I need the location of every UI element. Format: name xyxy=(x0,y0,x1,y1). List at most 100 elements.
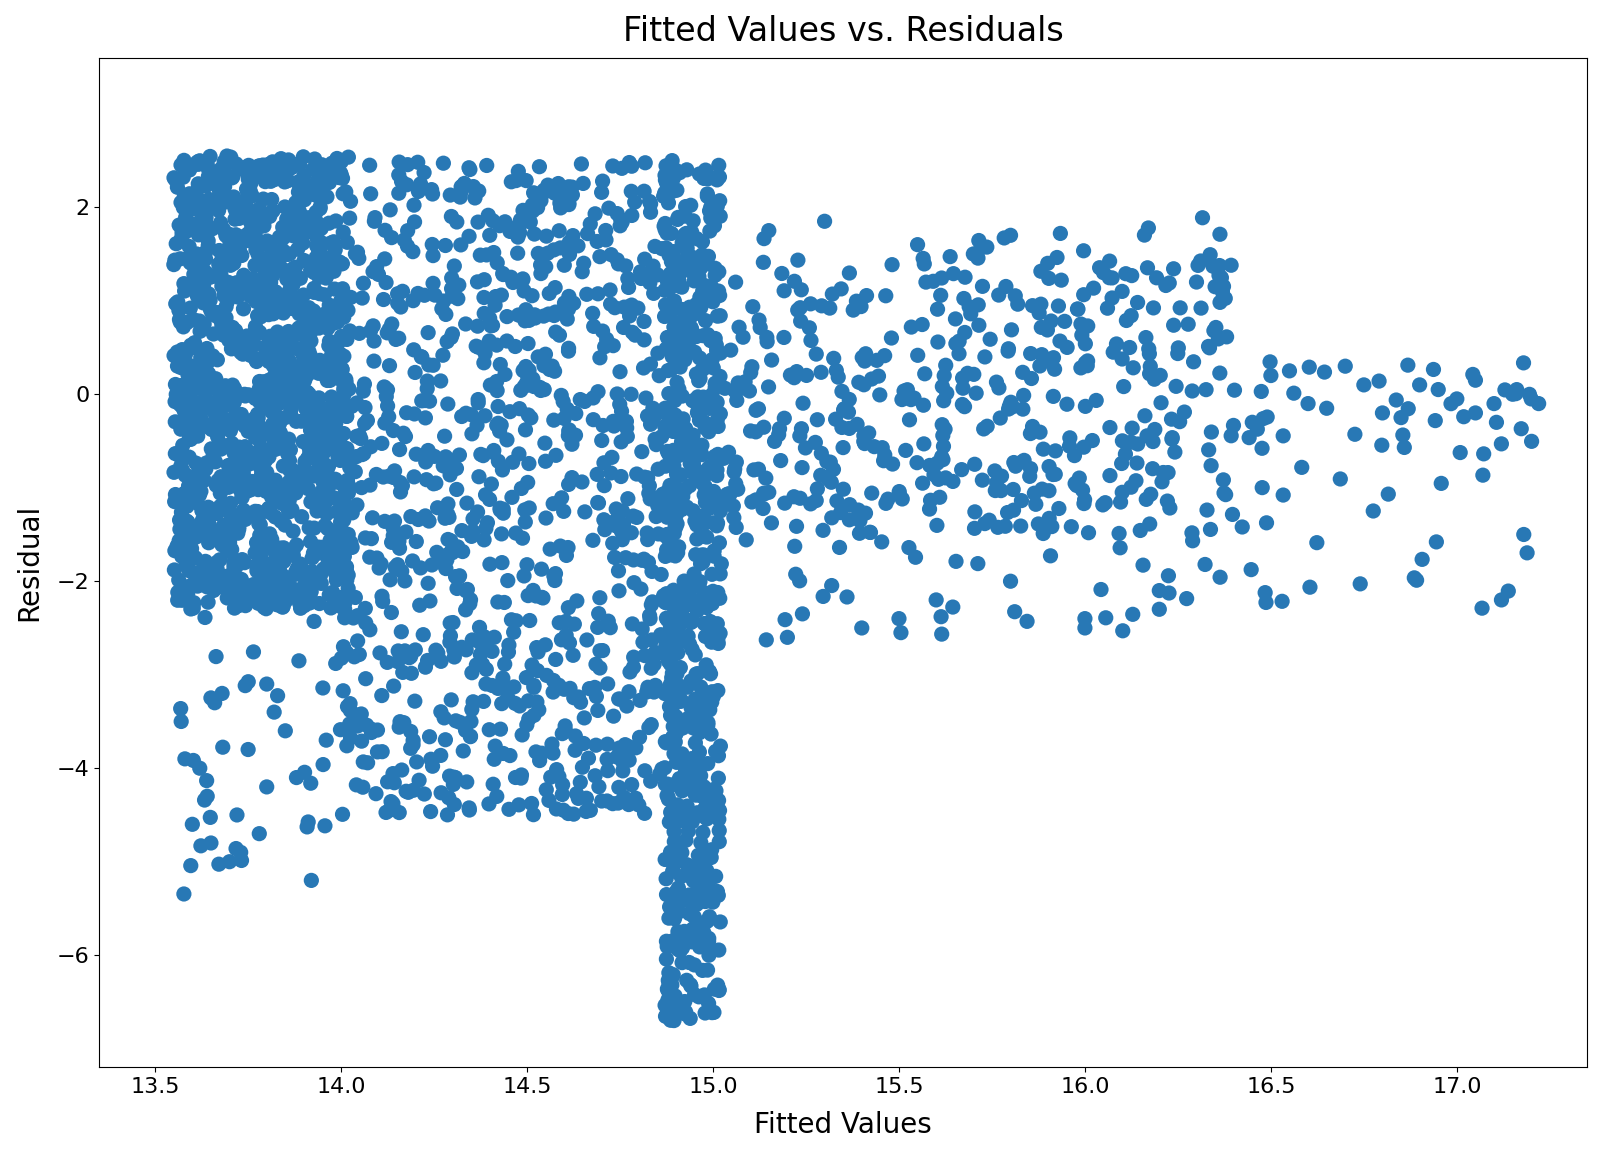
Point xyxy=(460,178,485,196)
Point xyxy=(210,535,235,554)
Point xyxy=(697,662,723,681)
Point xyxy=(1250,439,1275,457)
Point xyxy=(830,439,855,457)
Point xyxy=(389,477,415,495)
Point xyxy=(211,571,237,590)
Point xyxy=(178,336,203,354)
Point xyxy=(219,167,245,186)
Point xyxy=(263,170,288,188)
Point xyxy=(1376,485,1402,503)
Point xyxy=(995,503,1020,522)
Point xyxy=(698,840,724,859)
Point xyxy=(681,271,706,290)
Point xyxy=(362,212,388,231)
Point xyxy=(697,907,723,926)
Point xyxy=(590,792,615,810)
Point xyxy=(591,337,617,355)
Point xyxy=(626,728,652,747)
Point xyxy=(513,420,538,439)
Point xyxy=(256,292,282,310)
Point xyxy=(433,509,458,527)
Point xyxy=(751,418,777,436)
Point xyxy=(820,460,846,479)
Point xyxy=(453,773,479,792)
Point xyxy=(272,409,298,427)
Point xyxy=(279,299,304,317)
Point xyxy=(370,467,396,486)
Point xyxy=(490,669,516,688)
Point xyxy=(245,405,271,424)
Point xyxy=(253,778,279,796)
Point xyxy=(739,358,764,376)
Point xyxy=(386,718,412,736)
Point xyxy=(219,540,245,559)
Point xyxy=(260,530,285,548)
Point xyxy=(660,449,686,467)
Point xyxy=(333,475,359,494)
Point xyxy=(171,282,197,300)
Point xyxy=(295,383,320,402)
Point xyxy=(1120,605,1145,623)
Point xyxy=(199,834,224,853)
Point xyxy=(344,717,370,735)
Point xyxy=(292,411,317,429)
Point xyxy=(676,337,702,355)
Point xyxy=(676,635,702,653)
Point xyxy=(679,612,705,630)
Point xyxy=(247,515,272,533)
Point xyxy=(654,404,679,422)
Point xyxy=(412,507,437,525)
Point xyxy=(678,975,703,994)
Point xyxy=(639,562,665,580)
Point xyxy=(301,519,327,538)
Point xyxy=(929,448,955,466)
Point xyxy=(296,437,322,456)
Point xyxy=(492,212,517,231)
Point xyxy=(266,295,292,314)
Point xyxy=(684,230,710,248)
Point xyxy=(284,412,309,430)
Point xyxy=(335,579,360,598)
Point xyxy=(260,439,285,457)
Point xyxy=(697,613,723,631)
Point xyxy=(316,213,341,232)
Point xyxy=(570,734,596,752)
Point xyxy=(690,778,716,796)
Point xyxy=(654,593,679,612)
Point xyxy=(1253,584,1278,602)
Point xyxy=(618,775,644,794)
Point xyxy=(655,628,681,646)
Point xyxy=(253,451,279,470)
Point xyxy=(392,571,418,590)
Point xyxy=(466,394,492,412)
Point xyxy=(692,493,718,511)
Point xyxy=(280,546,306,564)
Point xyxy=(660,775,686,794)
Point xyxy=(940,598,966,616)
Point xyxy=(998,572,1024,591)
Point xyxy=(271,243,296,262)
Point xyxy=(277,340,303,359)
Point xyxy=(239,224,264,242)
Point xyxy=(394,782,420,801)
Point xyxy=(610,516,636,534)
Point xyxy=(344,394,370,412)
Point xyxy=(745,399,771,418)
Point xyxy=(191,367,216,385)
Point xyxy=(183,454,208,472)
Point xyxy=(168,512,194,531)
Point xyxy=(618,385,644,404)
Point xyxy=(162,493,187,511)
Point xyxy=(317,475,343,494)
Point xyxy=(662,937,687,956)
Point xyxy=(663,754,689,772)
Point xyxy=(290,286,316,305)
Point xyxy=(662,823,687,841)
Point xyxy=(468,634,493,652)
Point xyxy=(678,699,703,718)
Point xyxy=(995,339,1020,358)
Point xyxy=(224,585,250,604)
Point xyxy=(1519,432,1544,450)
Point xyxy=(1110,377,1136,396)
Point xyxy=(521,202,546,220)
